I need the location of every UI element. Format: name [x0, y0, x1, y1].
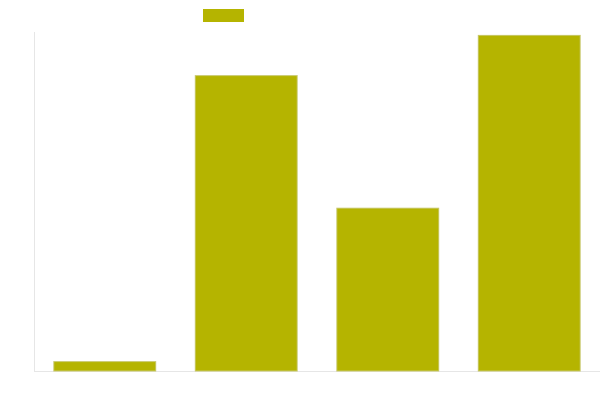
- bar-2: [194, 75, 298, 372]
- bar-1: [53, 361, 157, 372]
- bar-4: [477, 34, 581, 372]
- legend: [203, 9, 244, 22]
- bars: [53, 34, 581, 372]
- legend-swatch: [203, 9, 244, 22]
- bar-3: [336, 207, 440, 372]
